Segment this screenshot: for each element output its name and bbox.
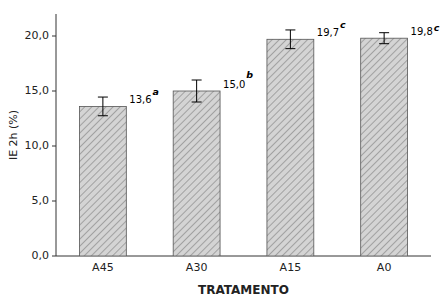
x-tick-label: A45 (92, 261, 114, 274)
chart-container: 0,05,010,015,020,013,6a15,0b19,7c19,8cA4… (0, 0, 445, 302)
error-stem (290, 30, 291, 49)
y-tick-label: 10,0 (25, 139, 50, 152)
data-label: 13,6 (129, 94, 151, 105)
bar (79, 106, 126, 256)
data-label: 15,0 (223, 79, 245, 90)
chart-svg: 0,05,010,015,020,013,6a15,0b19,7c19,8cA4… (0, 0, 445, 302)
x-axis-title: TRATAMENTO (198, 283, 289, 297)
y-tick-label: 15,0 (25, 84, 50, 97)
y-tick (52, 91, 56, 92)
data-label: 19,7 (317, 27, 339, 38)
x-tick-label: A15 (280, 261, 302, 274)
y-tick (52, 256, 56, 257)
y-tick-label: 20,0 (25, 29, 50, 42)
bars (79, 30, 407, 256)
letter-label: c (434, 22, 440, 33)
y-tick-label: 5,0 (32, 194, 50, 207)
error-cap (98, 115, 108, 116)
letter-label: c (340, 19, 346, 30)
letter-label: b (246, 69, 253, 80)
error-stem (196, 80, 197, 102)
y-tick (52, 146, 56, 147)
data-label: 19,8 (411, 26, 433, 37)
error-cap (379, 43, 389, 44)
letter-label: a (153, 86, 159, 97)
error-cap (192, 102, 202, 103)
error-bar (379, 33, 389, 44)
bar (267, 39, 314, 256)
x-tick-label: A0 (377, 261, 392, 274)
error-cap (285, 29, 295, 30)
y-tick-label: 0,0 (32, 249, 50, 262)
error-cap (98, 97, 108, 98)
y-tick (52, 201, 56, 202)
error-cap (192, 80, 202, 81)
error-bar (192, 80, 202, 102)
y-tick (52, 36, 56, 37)
error-cap (379, 32, 389, 33)
y-axis-line (56, 14, 57, 256)
error-bar (98, 97, 108, 116)
error-bar (285, 30, 295, 49)
bar (361, 38, 408, 256)
x-tick-label: A30 (186, 261, 208, 274)
bar (173, 91, 220, 256)
y-axis-title: IE 2h (%) (7, 110, 20, 160)
error-stem (384, 33, 385, 44)
error-cap (285, 48, 295, 49)
error-stem (102, 97, 103, 116)
